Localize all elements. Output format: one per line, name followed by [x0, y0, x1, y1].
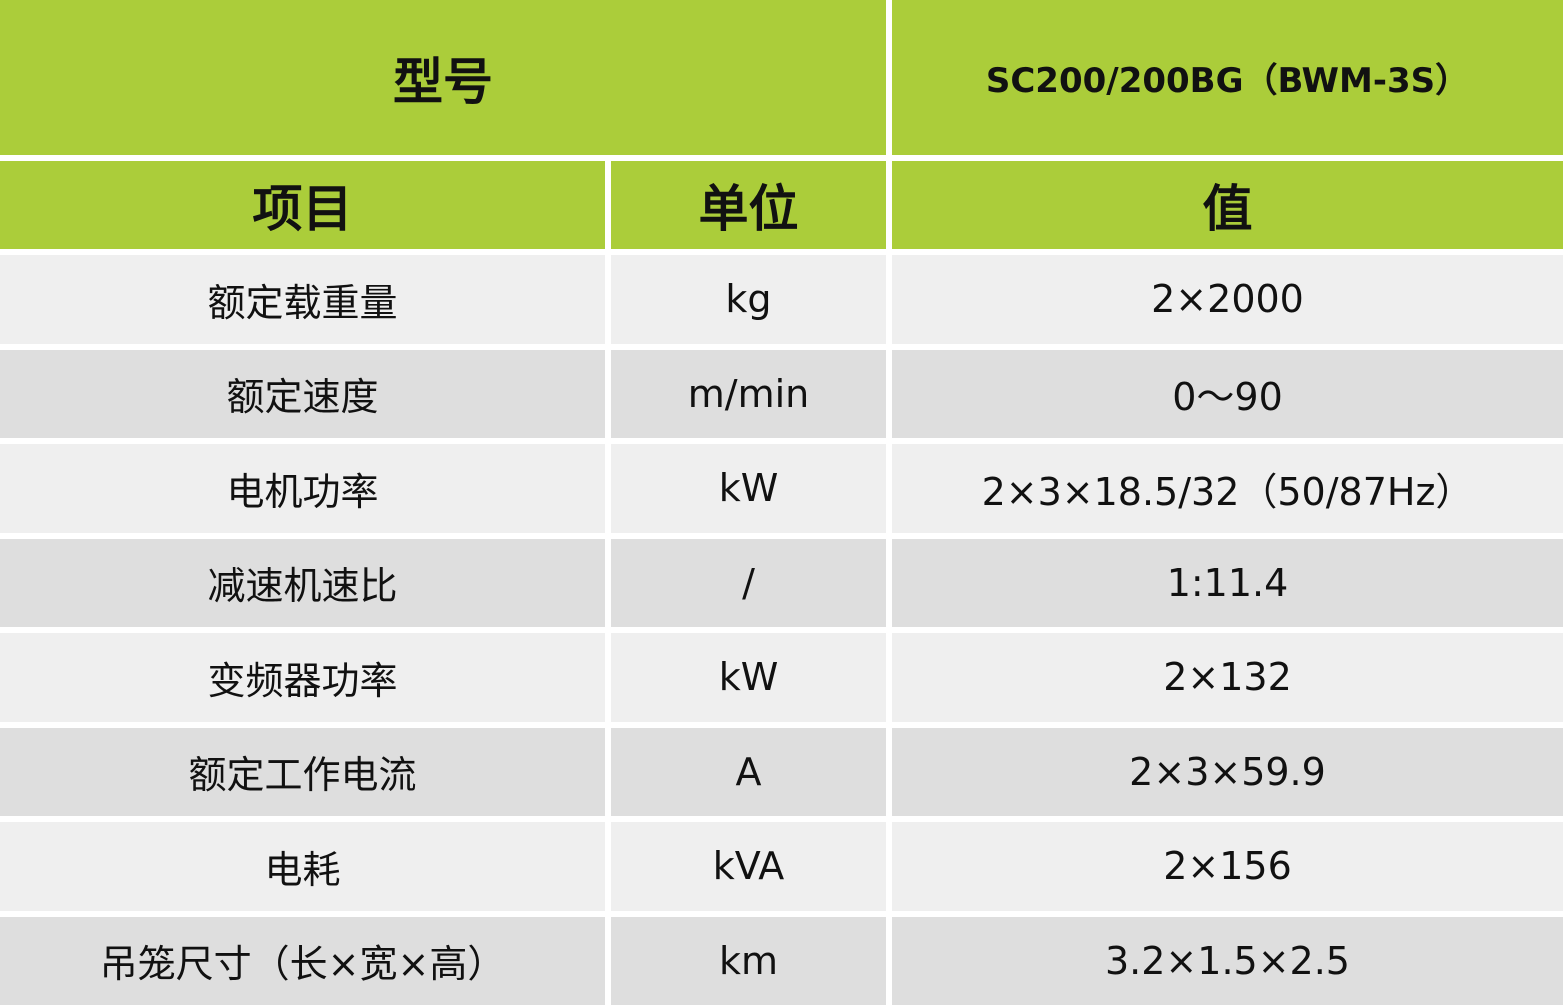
row-value: 2×132 — [892, 633, 1563, 722]
row-item: 电耗 — [0, 822, 605, 911]
row-item: 电机功率 — [0, 444, 605, 533]
row-value: 2×156 — [892, 822, 1563, 911]
row-item: 额定工作电流 — [0, 728, 605, 817]
row-item: 变频器功率 — [0, 633, 605, 722]
column-header-item: 项目 — [0, 161, 605, 249]
column-header-value: 值 — [892, 161, 1563, 249]
row-value: 2×3×59.9 — [892, 728, 1563, 817]
row-value: 2×3×18.5/32（50/87Hz） — [892, 444, 1563, 533]
row-value: 3.2×1.5×2.5 — [892, 917, 1563, 1005]
row-unit: / — [611, 539, 886, 628]
row-value: 0～90 — [892, 350, 1563, 439]
row-unit: kW — [611, 633, 886, 722]
column-header-unit: 单位 — [611, 161, 886, 249]
row-item: 吊笼尺寸（长×宽×高） — [0, 917, 605, 1005]
row-item: 减速机速比 — [0, 539, 605, 628]
row-item: 额定速度 — [0, 350, 605, 439]
row-unit: A — [611, 728, 886, 817]
row-item: 额定载重量 — [0, 255, 605, 344]
row-unit: kVA — [611, 822, 886, 911]
row-value: 2×2000 — [892, 255, 1563, 344]
model-value: SC200/200BG（BWM-3S） — [892, 0, 1563, 155]
row-value: 1:11.4 — [892, 539, 1563, 628]
row-unit: kW — [611, 444, 886, 533]
row-unit: m/min — [611, 350, 886, 439]
row-unit: km — [611, 917, 886, 1005]
row-unit: kg — [611, 255, 886, 344]
model-label: 型号 — [0, 0, 886, 155]
